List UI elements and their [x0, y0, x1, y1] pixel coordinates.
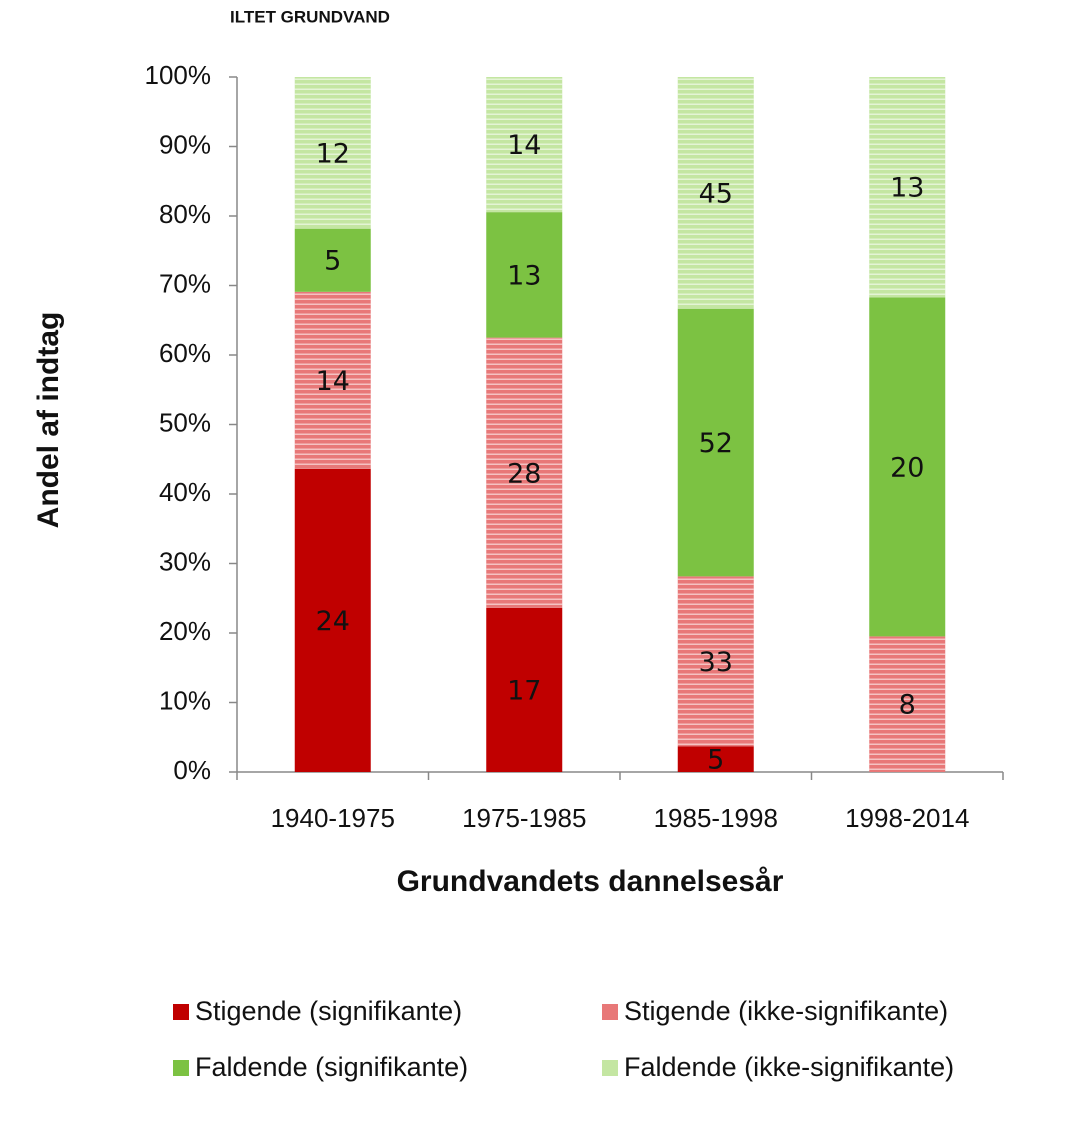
bar-value-label: 5	[324, 246, 341, 277]
x-tick-label: 1998-2014	[845, 803, 969, 833]
bar-hatch	[294, 291, 371, 469]
y-tick-label: 80%	[159, 199, 211, 229]
legend-label: Stigende (signifikante)	[195, 996, 462, 1026]
legend-swatch	[602, 1060, 618, 1076]
chart-title: ILTET GRUNDVAND	[230, 7, 390, 26]
y-tick-label: 30%	[159, 546, 211, 576]
bar-segment	[294, 228, 371, 292]
bar-hatch	[869, 77, 946, 298]
bar-value-label: 45	[699, 178, 733, 209]
y-axis-title: Andel af indtag	[32, 312, 65, 529]
legend-swatch	[173, 1060, 189, 1076]
bar-hatch	[869, 636, 946, 772]
bar-value-label: 13	[507, 260, 541, 291]
bar-segment	[677, 308, 754, 577]
legend-label: Faldende (signifikante)	[195, 1052, 468, 1082]
bar-hatch	[486, 77, 563, 213]
bar-value-label: 13	[890, 173, 924, 204]
legend-label: Stigende (ikke-signifikante)	[624, 996, 948, 1026]
bar-value-label: 17	[507, 675, 541, 706]
bar-value-label: 12	[316, 138, 350, 169]
bar-hatch	[677, 576, 754, 747]
y-tick-label: 70%	[159, 268, 211, 298]
bar-hatch	[486, 337, 563, 608]
legend-swatch	[173, 1004, 189, 1020]
bar-value-label: 14	[507, 130, 541, 161]
y-tick-label: 90%	[159, 129, 211, 159]
bar-value-label: 5	[707, 745, 724, 776]
bar-value-label: 28	[507, 458, 541, 489]
bar-value-label: 33	[699, 647, 733, 678]
y-tick-label: 20%	[159, 616, 211, 646]
y-tick-label: 100%	[145, 60, 212, 90]
y-tick-label: 60%	[159, 338, 211, 368]
bar-hatch	[294, 77, 371, 229]
bar-value-label: 20	[890, 452, 924, 483]
x-tick-label: 1975-1985	[462, 803, 586, 833]
bar-segment	[486, 212, 563, 338]
x-tick-label: 1985-1998	[654, 803, 778, 833]
x-tick-label: 1940-1975	[271, 803, 395, 833]
bar-value-label: 24	[316, 606, 350, 637]
bar-segment	[869, 297, 946, 637]
bar-value-label: 14	[316, 366, 350, 397]
legend-swatch	[602, 1004, 618, 1020]
y-tick-label: 0%	[173, 755, 211, 785]
bar-segment	[486, 607, 563, 772]
y-tick-label: 50%	[159, 407, 211, 437]
y-tick-label: 40%	[159, 477, 211, 507]
bar-value-label: 8	[899, 690, 916, 721]
y-tick-label: 10%	[159, 685, 211, 715]
bar-value-label: 52	[699, 428, 733, 459]
bar-segment	[294, 468, 371, 772]
legend-label: Faldende (ikke-signifikante)	[624, 1052, 954, 1082]
x-axis-title: Grundvandets dannelsesår	[397, 865, 784, 898]
bar-hatch	[677, 77, 754, 309]
bar-segment	[677, 746, 754, 772]
